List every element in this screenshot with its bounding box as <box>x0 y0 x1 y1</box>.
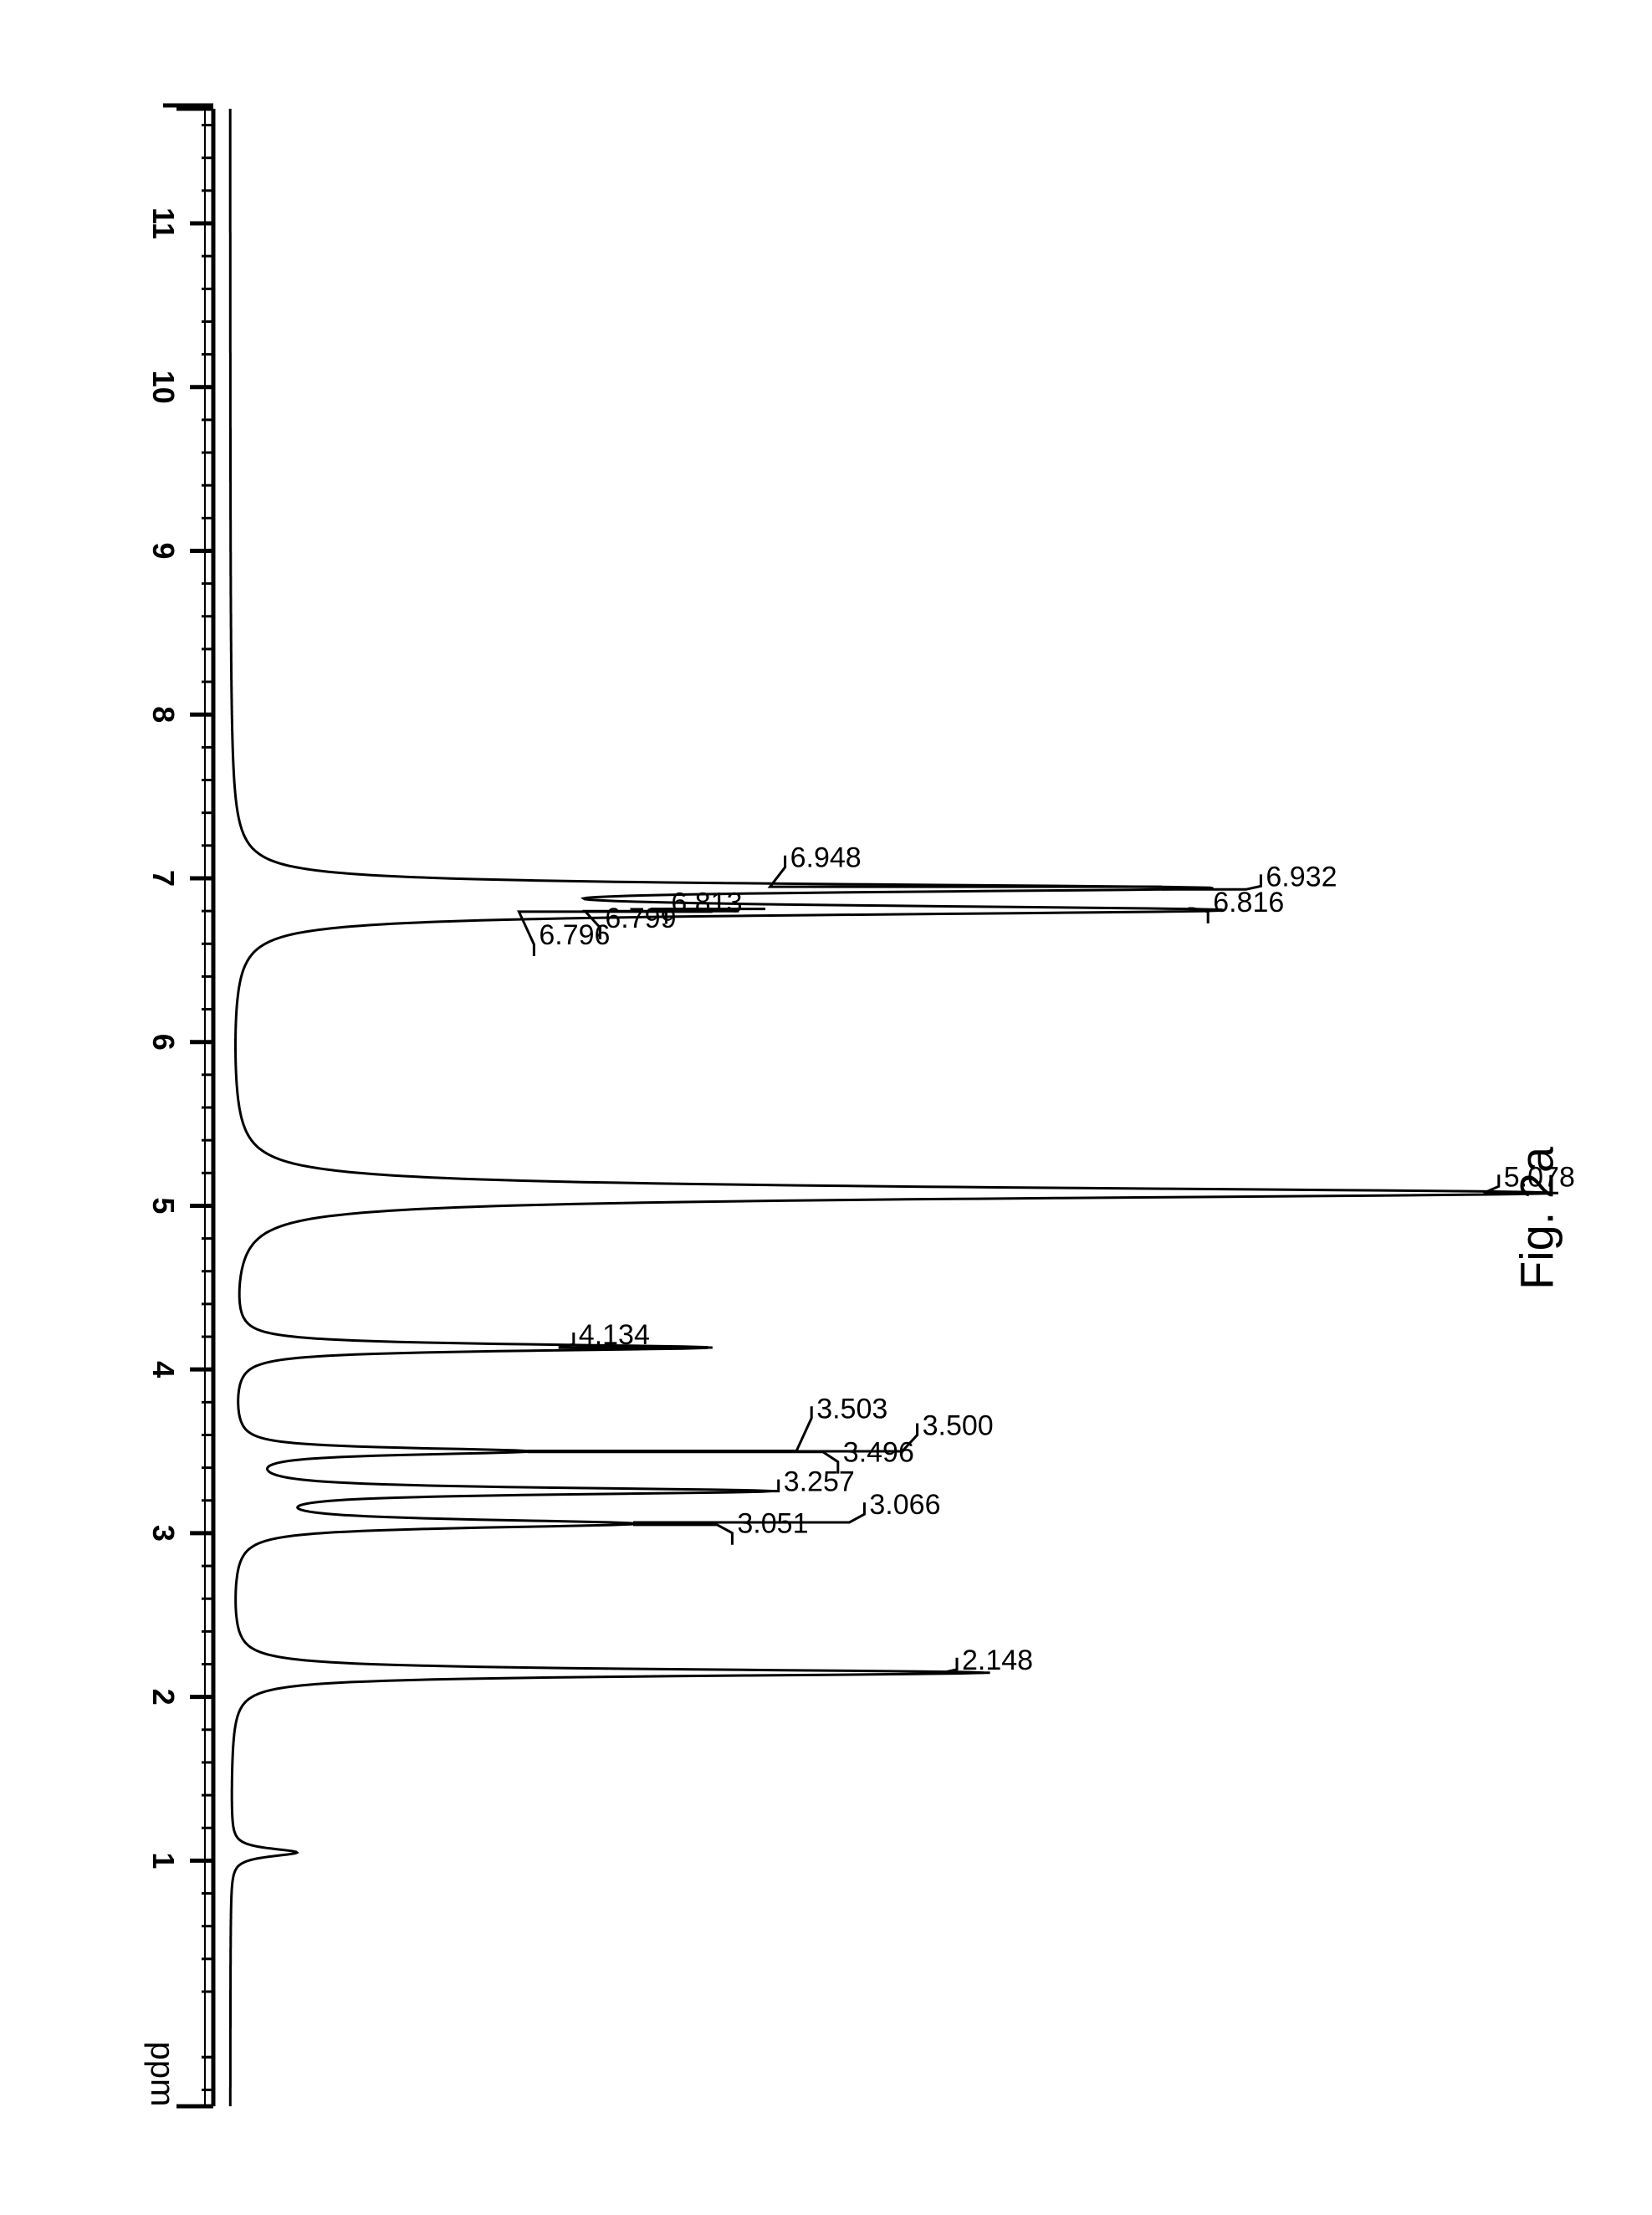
peak-label: 2.148 <box>962 1645 1033 1676</box>
peak-label: 6.948 <box>790 842 862 874</box>
axis-tick-label: 4 <box>146 1361 181 1378</box>
peak-label: 3.066 <box>869 1489 940 1521</box>
peak-label: 4.134 <box>579 1319 650 1351</box>
axis-unit-label: ppm <box>144 2042 181 2107</box>
axis-tick-label: 7 <box>146 870 181 887</box>
peak-label: 3.500 <box>923 1409 994 1441</box>
axis-tick-label: 11 <box>146 207 181 239</box>
peak-label: 6.813 <box>671 887 742 918</box>
peak-leader <box>764 1480 779 1491</box>
axis-tick-label: 10 <box>146 371 181 404</box>
peak-label: 6.816 <box>1213 887 1284 918</box>
peak-label: 3.496 <box>843 1437 914 1469</box>
peak-leader <box>528 1406 812 1450</box>
peak-label: 3.051 <box>737 1508 808 1540</box>
nmr-spectrum-figure: 1234567891011ppm6.9486.9326.8166.8136.79… <box>0 0 1652 2215</box>
peak-label: 3.257 <box>784 1466 855 1498</box>
axis-tick-label: 5 <box>146 1197 181 1214</box>
spectrum-trace <box>230 109 1551 2106</box>
axis-tick-label: 9 <box>146 542 181 559</box>
figure-caption: Fig. 2a <box>1511 1146 1563 1290</box>
axis-tick-label: 8 <box>146 706 181 723</box>
peak-label: 6.796 <box>539 919 610 951</box>
axis-tick-label: 3 <box>146 1525 181 1542</box>
axis-tick-label: 1 <box>146 1852 181 1869</box>
axis-tick-label: 6 <box>146 1034 181 1051</box>
peak-label: 3.503 <box>816 1393 887 1425</box>
peak-leader <box>633 1525 732 1545</box>
nmr-spectrum-svg: 1234567891011ppm6.9486.9326.8166.8136.79… <box>0 0 1652 2215</box>
peak-label: 6.799 <box>605 903 676 934</box>
axis-tick-label: 2 <box>146 1689 181 1706</box>
